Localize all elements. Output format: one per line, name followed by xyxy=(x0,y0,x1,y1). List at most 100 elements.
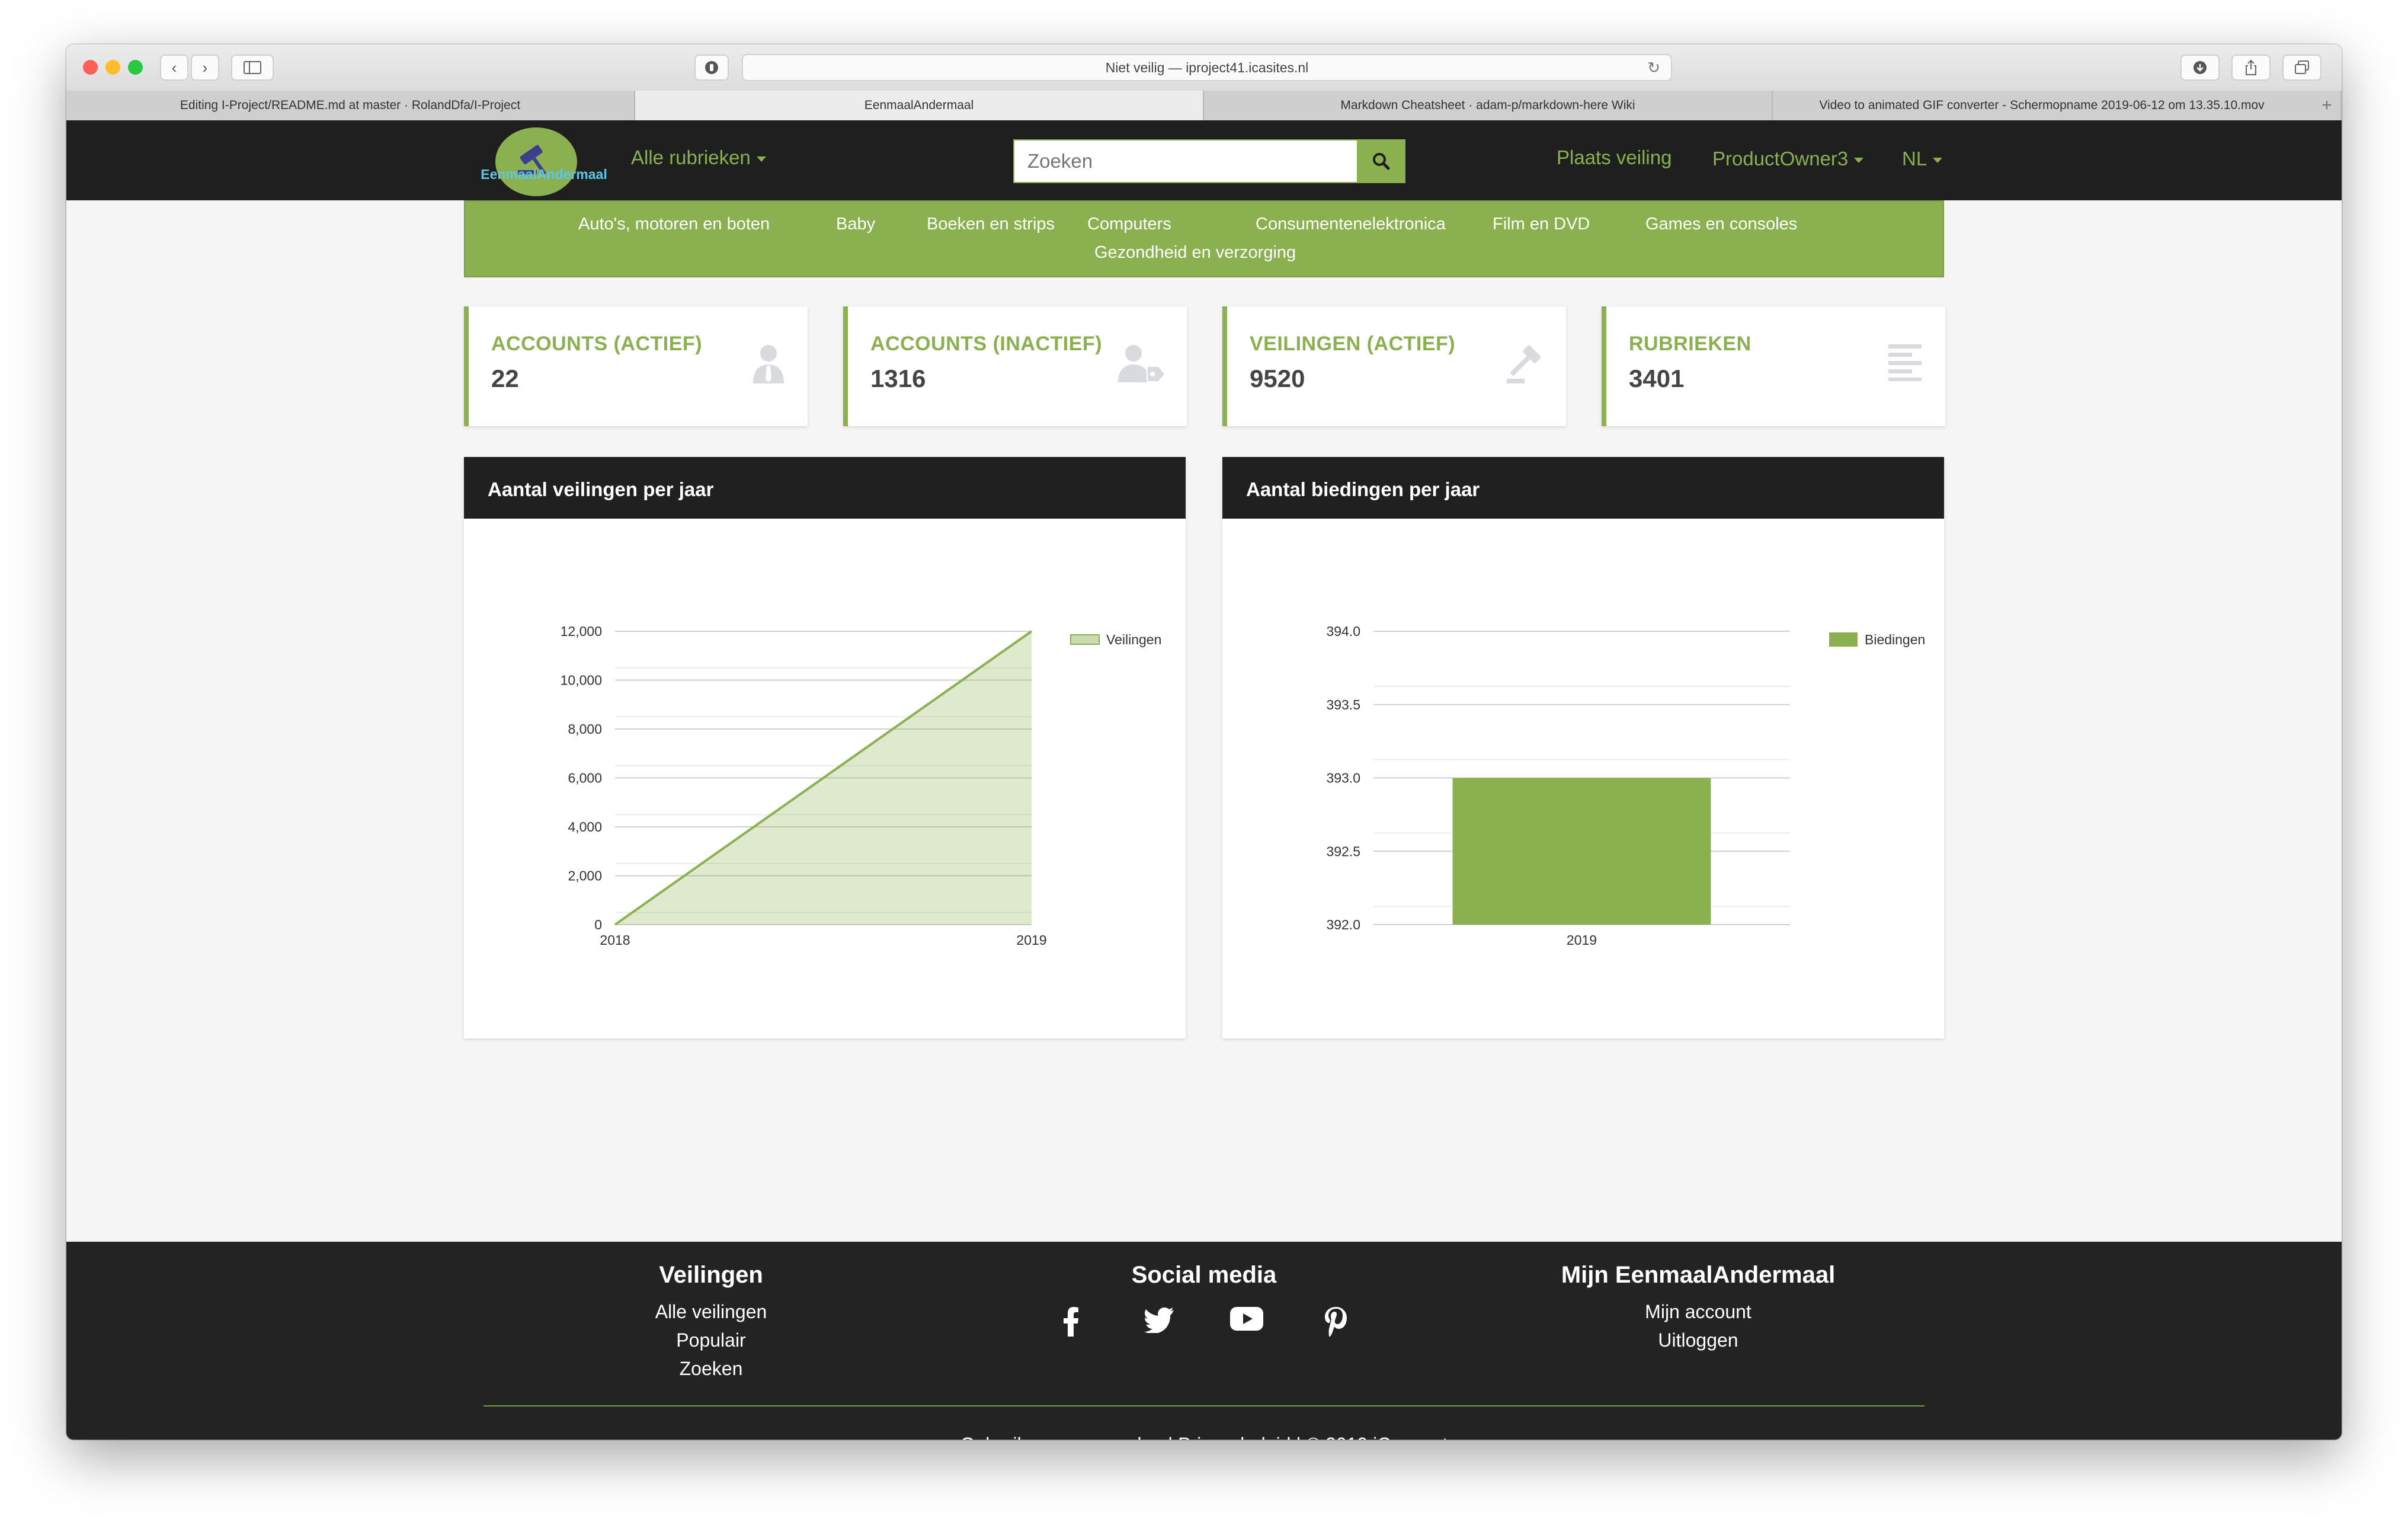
address-bar[interactable]: Niet veilig — iproject41.icasites.nl ↻ xyxy=(742,54,1672,81)
x-tick-label: 2019 xyxy=(1016,932,1046,948)
stat-title: RUBRIEKEN xyxy=(1629,333,1751,355)
stat-card-active-accounts: ACCOUNTS (ACTIEF) 22 xyxy=(464,306,808,426)
all-categories-label: Alle rubrieken xyxy=(631,146,751,168)
user-tie-icon xyxy=(753,345,784,383)
tab-readme[interactable]: Editing I-Project/README.md at master · … xyxy=(66,91,635,120)
legend-label: Biedingen xyxy=(1865,632,1925,647)
reload-icon[interactable]: ↻ xyxy=(1647,59,1660,76)
stat-card-categories: RUBRIEKEN 3401 xyxy=(1602,306,1945,426)
downloads-button[interactable] xyxy=(2180,55,2220,81)
caret-down-icon xyxy=(1933,157,1943,163)
footer-link-popular[interactable]: Populair xyxy=(676,1329,746,1351)
search-form xyxy=(1013,139,1405,183)
category-link[interactable]: Gezondheid en verzorging xyxy=(1094,243,1296,262)
pinterest-icon[interactable] xyxy=(1324,1307,1347,1337)
download-icon xyxy=(2194,61,2207,74)
category-link[interactable]: Auto's, motoren en boten xyxy=(578,215,770,234)
footer-link-search[interactable]: Zoeken xyxy=(679,1358,743,1379)
panel-title: Aantal veilingen per jaar xyxy=(488,478,714,500)
panel-header: Aantal veilingen per jaar xyxy=(464,457,1186,519)
url-text: Niet veilig — iproject41.icasites.nl xyxy=(1105,59,1309,75)
footer-link-all-auctions[interactable]: Alle veilingen xyxy=(655,1301,767,1322)
close-window-button[interactable] xyxy=(83,60,98,75)
stat-title: VEILINGEN (ACTIEF) xyxy=(1250,333,1456,355)
legend-swatch xyxy=(1829,632,1858,647)
user-dropdown[interactable]: ProductOwner3 xyxy=(1712,148,1864,170)
search-input[interactable] xyxy=(1013,139,1357,183)
y-tick-label: 8,000 xyxy=(568,721,602,737)
stat-title: ACCOUNTS (ACTIEF) xyxy=(491,333,703,355)
stat-value: 22 xyxy=(491,365,519,392)
place-auction-link[interactable]: Plaats veiling xyxy=(1557,146,1671,169)
plus-icon: + xyxy=(2321,95,2332,115)
language-dropdown[interactable]: NL xyxy=(1902,148,1943,170)
y-tick-label: 392.0 xyxy=(1326,917,1360,932)
y-tick-label: 392.5 xyxy=(1326,843,1360,859)
y-tick-label: 10,000 xyxy=(561,673,602,688)
tab-label: EenmaalAndermaal xyxy=(864,98,974,112)
browser-window: ‹ › Niet veilig — iproject41.icasites.nl… xyxy=(66,44,2342,1440)
series-line xyxy=(614,630,1033,926)
y-tick-label: 12,000 xyxy=(561,624,602,639)
new-tab-button[interactable]: + xyxy=(2312,91,2342,120)
tab-eenmaalandermaal[interactable]: EenmaalAndermaal xyxy=(635,91,1204,120)
search-icon xyxy=(1373,153,1390,170)
stat-card-inactive-accounts: ACCOUNTS (INACTIEF) 1316 xyxy=(843,306,1187,426)
y-tick-label: 394.0 xyxy=(1326,624,1360,639)
y-tick-label: 6,000 xyxy=(568,771,602,786)
auctions-area-chart: 0 2,000 4,000 6,000 8,000 10,000 12,000 2018 201… xyxy=(561,624,1162,948)
share-icon xyxy=(2246,59,2256,75)
zoom-window-button[interactable] xyxy=(128,60,143,75)
tab-markdown-cheatsheet[interactable]: Markdown Cheatsheet · adam-p/markdown-he… xyxy=(1204,91,1773,120)
category-link[interactable]: Film en DVD xyxy=(1493,215,1590,234)
user-name: ProductOwner3 xyxy=(1712,148,1849,170)
tab-bar: Editing I-Project/README.md at master · … xyxy=(66,91,2342,122)
tab-label: Editing I-Project/README.md at master · … xyxy=(180,98,521,112)
bids-bar-chart: 392.0 392.5 393.0 393.5 394.0 2019 Biedingen xyxy=(1326,624,1925,948)
tab-gif-converter[interactable]: Video to animated GIF converter - Scherm… xyxy=(1773,91,2342,120)
category-link[interactable]: Baby xyxy=(836,215,876,234)
footer-link-my-account[interactable]: Mijn account xyxy=(1645,1301,1751,1322)
minimize-window-button[interactable] xyxy=(105,60,120,75)
footer-link-logout[interactable]: Uitloggen xyxy=(1658,1329,1738,1351)
footer-heading-auctions: Veilingen xyxy=(659,1262,763,1288)
site-logo[interactable]: EenmaalAndermaal xyxy=(467,126,614,196)
privacy-button[interactable] xyxy=(694,55,729,81)
y-tick-label: 393.5 xyxy=(1326,697,1360,712)
site-navbar: EenmaalAndermaal Alle rubrieken Plaats v… xyxy=(66,120,2342,200)
panel-header: Aantal biedingen per jaar xyxy=(1222,457,1944,519)
facebook-icon[interactable] xyxy=(1063,1307,1080,1337)
gavel-logo-icon xyxy=(518,145,547,175)
legend-swatch xyxy=(1070,634,1100,645)
stat-value: 3401 xyxy=(1629,365,1685,392)
category-link[interactable]: Consumentenelektronica xyxy=(1256,215,1446,234)
stat-value: 9520 xyxy=(1250,365,1305,392)
category-link[interactable]: Games en consoles xyxy=(1645,215,1798,234)
y-tick-label: 2,000 xyxy=(568,868,602,884)
forward-button[interactable]: › xyxy=(191,55,219,81)
bar xyxy=(1452,778,1711,925)
panel-title: Aantal biedingen per jaar xyxy=(1246,478,1480,500)
share-button[interactable] xyxy=(2231,55,2271,81)
place-auction-label: Plaats veiling xyxy=(1557,146,1672,168)
back-button[interactable]: ‹ xyxy=(160,55,188,81)
search-button[interactable] xyxy=(1357,139,1405,183)
browser-titlebar: ‹ › Niet veilig — iproject41.icasites.nl… xyxy=(66,44,2342,92)
language-label: NL xyxy=(1902,148,1927,170)
category-link[interactable]: Computers xyxy=(1087,215,1171,234)
stat-value: 1316 xyxy=(870,365,926,392)
stat-card-active-auctions: VEILINGEN (ACTIEF) 9520 xyxy=(1222,306,1566,426)
chevron-right-icon: › xyxy=(202,58,208,76)
sidebar-toggle-button[interactable] xyxy=(231,55,274,81)
twitter-icon[interactable] xyxy=(1144,1307,1174,1333)
privacy-shield-icon xyxy=(705,61,718,74)
all-categories-dropdown[interactable]: Alle rubrieken xyxy=(631,146,766,169)
x-tick-label: 2018 xyxy=(600,932,630,948)
sidebar-icon xyxy=(244,61,261,74)
auctions-per-year-panel: Aantal veilingen per jaar 0 2,000 4,000 6,0… xyxy=(464,457,1186,1038)
caret-down-icon xyxy=(1854,157,1864,163)
category-link[interactable]: Boeken en strips xyxy=(927,215,1055,234)
tabs-overview-button[interactable] xyxy=(2282,55,2321,81)
youtube-icon[interactable] xyxy=(1230,1307,1263,1331)
legend-label: Veilingen xyxy=(1106,632,1161,647)
